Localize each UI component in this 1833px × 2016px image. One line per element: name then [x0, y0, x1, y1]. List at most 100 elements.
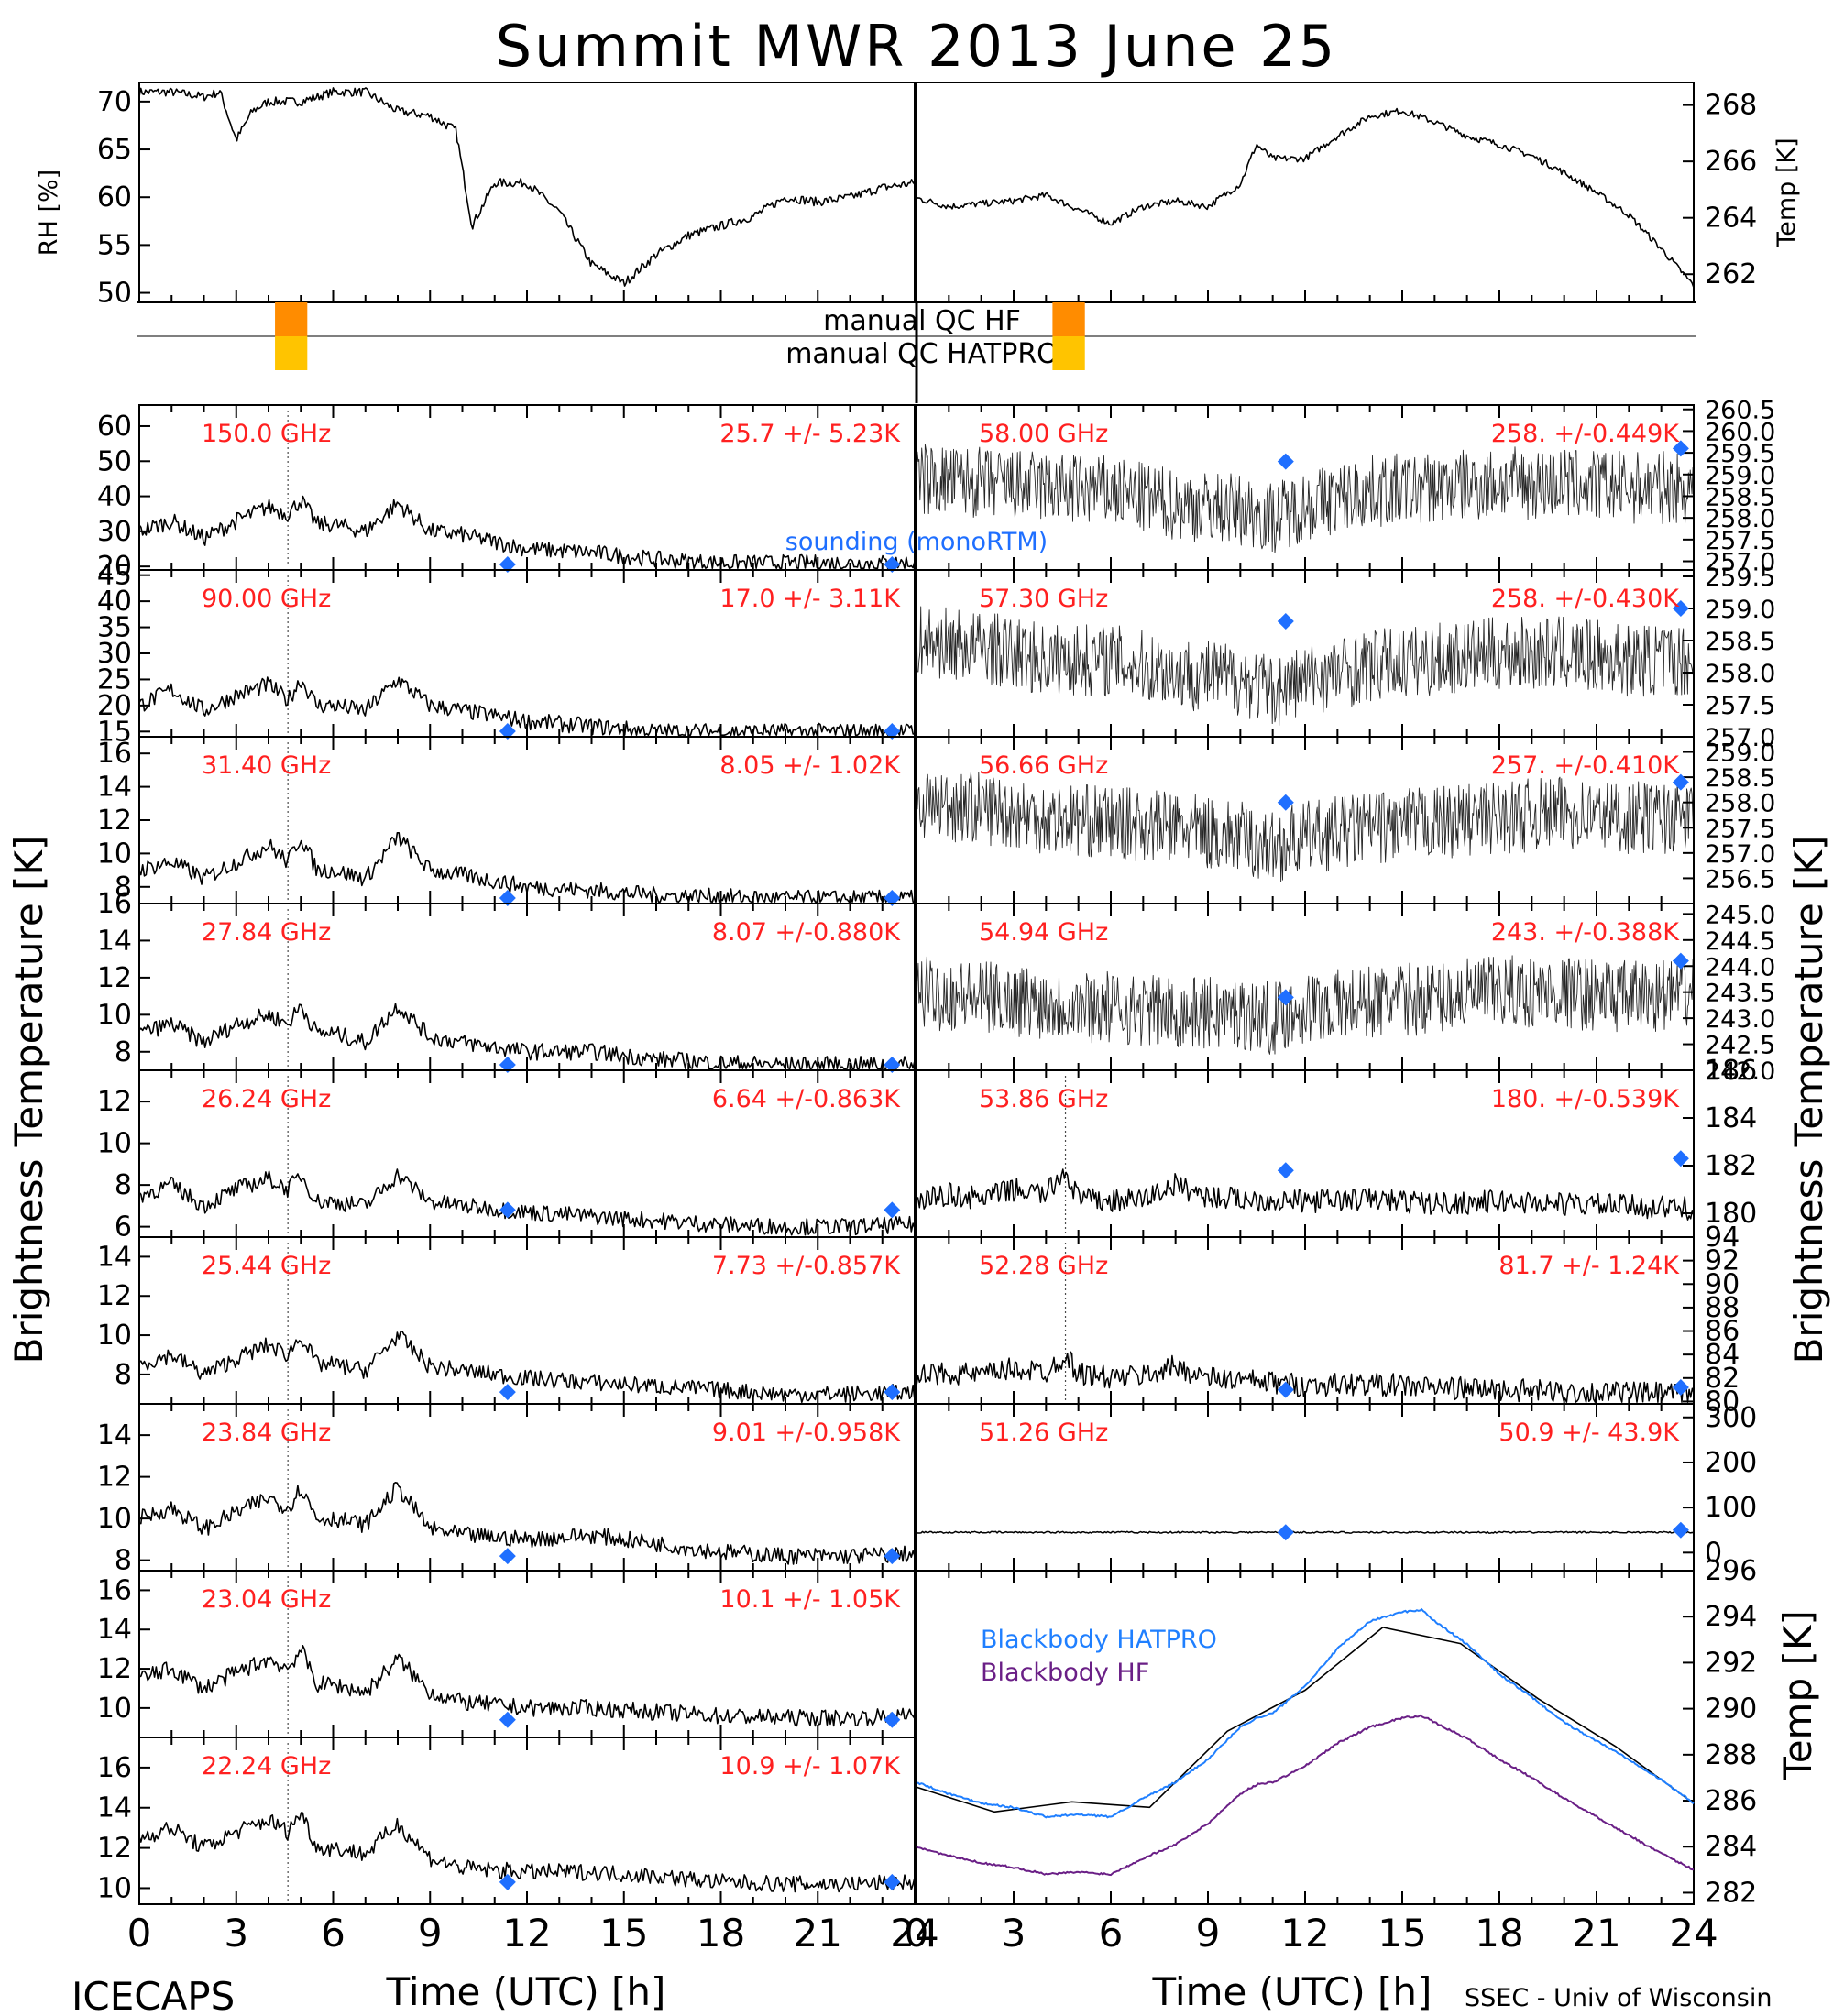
xtick-label-left: 24	[890, 1911, 938, 1956]
series-line-blackbody-1	[916, 1714, 1694, 1877]
sounding-point-R7	[1277, 1524, 1294, 1541]
channel-label-L2: 90.00 GHz	[202, 585, 331, 613]
xtick-label-right: 6	[1099, 1911, 1124, 1956]
brightness-label-left: Brightness Temperature [K]	[6, 836, 51, 1364]
ytick-label-blackbody: 296	[1705, 1555, 1757, 1587]
ytick-label-L9: 12	[97, 1833, 132, 1865]
temp-axis-label: Temp [K]	[1773, 137, 1801, 247]
ytick-label-R1: 257.5	[1705, 527, 1775, 555]
stat-label-L1: 25.7 +/- 5.23K	[719, 420, 901, 448]
panel-frame-blackbody	[916, 1570, 1695, 1905]
sounding-point-L3	[499, 890, 516, 906]
series-line-R4	[916, 955, 1695, 1055]
ytick-label-L8: 12	[97, 1653, 132, 1685]
ytick-label-L3: 14	[97, 772, 132, 804]
ytick-label-L6: 14	[97, 1241, 132, 1273]
sounding-point-L4	[499, 1057, 516, 1073]
series-line-rh	[138, 87, 916, 287]
ytick-label-L6: 12	[97, 1280, 132, 1312]
ytick-label-blackbody: 290	[1705, 1693, 1757, 1726]
ytick-label-R5: 184	[1705, 1102, 1757, 1134]
sounding-point-L1	[884, 556, 901, 573]
stat-label-L4: 8.07 +/-0.880K	[712, 918, 901, 947]
xtick-label-right: 9	[1196, 1911, 1221, 1956]
channel-label-L7: 23.84 GHz	[202, 1419, 331, 1447]
ytick-label-L1: 30	[97, 516, 132, 548]
temp-label: Temp [K]	[1773, 137, 1801, 247]
sounding-point-R5	[1672, 1150, 1689, 1167]
ytick-label-R4: 244.0	[1705, 953, 1775, 981]
series-line-L8	[138, 1645, 916, 1727]
channel-label-L1: 150.0 GHz	[202, 420, 331, 448]
ytick-label-R3: 259.0	[1705, 740, 1775, 768]
channel-label-L8: 23.04 GHz	[202, 1585, 331, 1614]
qc-hatpro-box	[275, 336, 308, 370]
footer-left: ICECAPS	[71, 1974, 235, 2016]
series-line-R7	[916, 1530, 1695, 1534]
sounding-point-R2	[1277, 613, 1294, 630]
ytick-label-blackbody: 284	[1705, 1831, 1757, 1863]
ytick-label-L9: 14	[97, 1792, 132, 1824]
channel-label-R7: 51.26 GHz	[979, 1419, 1108, 1447]
series-line-R5	[916, 1168, 1695, 1221]
ytick-label-R4: 243.5	[1705, 980, 1775, 1008]
brightness-axis-label-left: Brightness Temperature [K]	[6, 836, 51, 1364]
xtick-label-left: 0	[127, 1911, 152, 1956]
ytick-label-R3: 258.5	[1705, 764, 1775, 793]
channel-label-R4: 54.94 GHz	[979, 918, 1108, 947]
sounding-point-L3	[884, 890, 901, 906]
bb-temp-axis-label: Temp [K]	[1775, 1610, 1820, 1781]
ytick-label-R7: 100	[1705, 1492, 1757, 1524]
ytick-label-L6: 10	[97, 1320, 132, 1352]
ytick-label-R2: 257.0	[1705, 724, 1775, 752]
sounding-point-R7	[1672, 1521, 1689, 1539]
stat-label-L3: 8.05 +/- 1.02K	[719, 751, 901, 780]
xtick-label-left: 12	[502, 1911, 551, 1956]
ytick-label-L2: 45	[97, 560, 132, 592]
channel-label-R5: 53.86 GHz	[979, 1085, 1108, 1113]
ytick-label-L4: 12	[97, 962, 132, 994]
ytick-label-blackbody: 288	[1705, 1739, 1757, 1771]
qc-hf-label: manual QC HF	[823, 305, 1021, 337]
sounding-point-L7	[499, 1548, 516, 1565]
stat-label-L2: 17.0 +/- 3.11K	[719, 585, 901, 613]
legend-entry-blackbody-0: Blackbody HATPRO	[981, 1626, 1217, 1654]
ytick-label-R1: 258.5	[1705, 483, 1775, 511]
sounding-point-L2	[499, 723, 516, 740]
ytick-label-temp: 266	[1705, 146, 1757, 178]
footer-right: SSEC - Univ of Wisconsin	[1465, 1984, 1772, 2012]
stat-label-R6: 81.7 +/- 1.24K	[1498, 1252, 1680, 1280]
qc-strip: manual QC HF manual QC HATPRO	[137, 301, 1696, 403]
rh-axis-label: RH [%]	[35, 170, 63, 256]
sounding-point-L6	[884, 1384, 901, 1401]
ytick-label-rh: 70	[97, 86, 132, 118]
sounding-point-L7	[884, 1548, 901, 1565]
xtick-label-left: 6	[321, 1911, 346, 1956]
sounding-point-R1	[1672, 440, 1689, 457]
qc-hatpro-box	[1052, 336, 1085, 370]
figure-title: Summit MWR 2013 June 25	[496, 13, 1337, 80]
sounding-point-L8	[884, 1711, 901, 1728]
ytick-label-L3: 10	[97, 838, 132, 870]
ytick-label-L7: 8	[115, 1545, 132, 1577]
series-line-R1	[916, 444, 1695, 553]
ytick-label-R3: 257.5	[1705, 815, 1775, 843]
channel-label-L5: 26.24 GHz	[202, 1085, 331, 1113]
ytick-label-L8: 10	[97, 1693, 132, 1725]
ytick-label-blackbody: 282	[1705, 1877, 1757, 1909]
panel-frame-rh	[138, 82, 916, 303]
ytick-label-L3: 16	[97, 738, 132, 770]
brightness-label-right: Brightness Temperature [K]	[1786, 836, 1831, 1364]
stat-label-R2: 258. +/-0.430K	[1491, 585, 1680, 613]
ytick-label-L7: 14	[97, 1419, 132, 1452]
series-line-L7	[138, 1482, 916, 1565]
series-line-blackbody	[916, 1627, 1695, 1813]
ytick-label-R2: 257.5	[1705, 692, 1775, 720]
stat-label-L7: 9.01 +/-0.958K	[712, 1419, 901, 1447]
ytick-label-R6: 80	[1705, 1386, 1740, 1418]
channel-label-L4: 27.84 GHz	[202, 918, 331, 947]
ytick-label-R7: 300	[1705, 1402, 1757, 1434]
ytick-label-blackbody: 292	[1705, 1647, 1757, 1679]
ytick-label-R4: 242.5	[1705, 1032, 1775, 1060]
